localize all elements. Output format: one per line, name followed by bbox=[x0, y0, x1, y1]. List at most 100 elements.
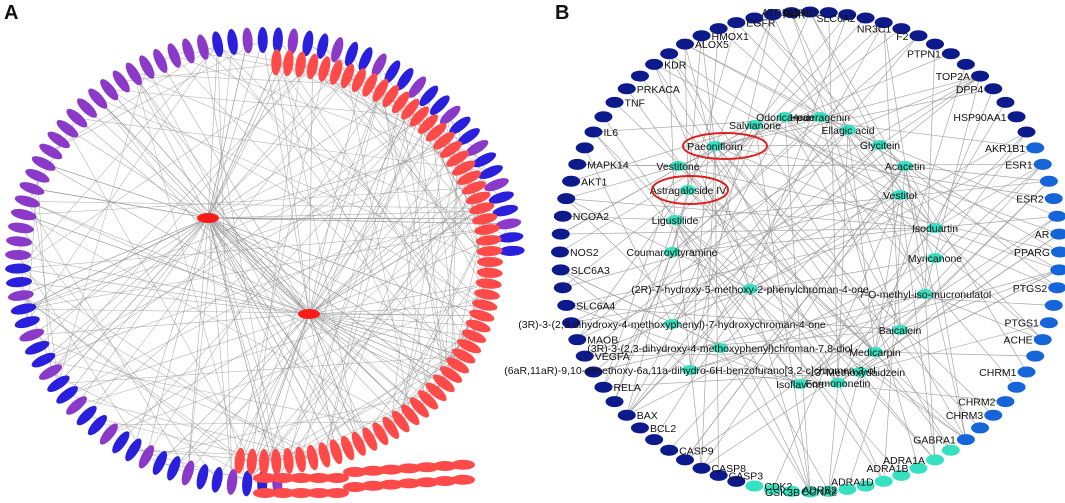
target-node bbox=[497, 232, 524, 243]
target-node bbox=[76, 405, 97, 426]
hub-edge bbox=[18, 268, 310, 315]
hub-edge bbox=[308, 313, 337, 452]
target-node bbox=[66, 396, 87, 415]
edge bbox=[874, 351, 952, 451]
target-node bbox=[605, 96, 624, 108]
target-label: NCOA2 bbox=[573, 211, 609, 223]
edge bbox=[577, 194, 901, 341]
edge bbox=[380, 414, 411, 434]
edge bbox=[754, 124, 811, 493]
compound-node bbox=[379, 479, 403, 490]
edge bbox=[784, 116, 967, 440]
compound-node bbox=[289, 488, 313, 498]
target-node bbox=[551, 246, 569, 258]
edge bbox=[874, 64, 967, 353]
compound-node bbox=[283, 50, 294, 77]
hub-edge bbox=[308, 197, 479, 315]
compound-node bbox=[469, 202, 495, 215]
hub-edge bbox=[207, 217, 360, 444]
target-node bbox=[31, 352, 56, 368]
edge bbox=[560, 227, 936, 235]
target-node bbox=[316, 33, 329, 59]
edge bbox=[934, 227, 1060, 271]
edge bbox=[653, 64, 861, 373]
edge bbox=[251, 184, 497, 462]
compound-node bbox=[475, 235, 502, 246]
edge bbox=[668, 53, 876, 353]
compound-node bbox=[318, 56, 331, 82]
target-label: PTGS2 bbox=[1013, 283, 1048, 295]
target-node bbox=[8, 222, 34, 234]
compound-node bbox=[477, 256, 503, 267]
edge bbox=[626, 288, 751, 416]
edge bbox=[749, 131, 1027, 290]
compound-node bbox=[361, 480, 385, 491]
edge bbox=[784, 116, 1060, 271]
edge bbox=[684, 44, 751, 290]
compound-node bbox=[306, 53, 319, 80]
target-node bbox=[226, 469, 238, 495]
target-node bbox=[617, 409, 636, 421]
target-node bbox=[1044, 193, 1063, 205]
edge bbox=[86, 116, 420, 416]
compound-node bbox=[433, 131, 455, 150]
target-node bbox=[782, 485, 801, 497]
edge bbox=[400, 115, 451, 422]
target-node bbox=[630, 70, 649, 82]
target-node bbox=[25, 168, 50, 183]
hub-edge bbox=[308, 313, 458, 366]
hub-edge bbox=[133, 73, 310, 315]
target-node bbox=[88, 88, 108, 109]
edge bbox=[689, 22, 884, 371]
hub-edge bbox=[207, 217, 470, 347]
target-node bbox=[287, 28, 299, 55]
hub-edge bbox=[67, 128, 209, 219]
edge bbox=[27, 201, 445, 384]
compound-node bbox=[461, 181, 487, 195]
target-node bbox=[819, 7, 838, 19]
target-node bbox=[345, 41, 359, 67]
target-node bbox=[408, 76, 427, 98]
edge bbox=[674, 219, 967, 440]
target-node bbox=[212, 31, 224, 57]
edge bbox=[133, 73, 248, 484]
edge bbox=[120, 116, 420, 443]
compound-node bbox=[329, 439, 343, 465]
compound-node bbox=[343, 482, 367, 492]
target-node bbox=[472, 152, 497, 168]
compound-node bbox=[664, 247, 680, 257]
target-node bbox=[892, 23, 911, 35]
target-node bbox=[562, 175, 581, 187]
edge bbox=[714, 145, 981, 429]
compound-node bbox=[307, 473, 331, 483]
compound-node bbox=[325, 488, 349, 498]
hub-edge bbox=[308, 313, 437, 393]
compound-node bbox=[446, 357, 470, 374]
edge bbox=[879, 75, 981, 146]
compound-node bbox=[271, 488, 295, 498]
target-label: AKR1B1 bbox=[985, 143, 1025, 155]
edge bbox=[626, 257, 936, 416]
compound-node bbox=[307, 488, 331, 498]
target-label: CHRM1 bbox=[979, 367, 1016, 379]
hub-node bbox=[197, 213, 219, 223]
compound-node bbox=[471, 299, 498, 311]
compound-node bbox=[474, 224, 500, 235]
target-node bbox=[645, 58, 664, 70]
edge bbox=[347, 75, 489, 284]
edge bbox=[626, 116, 786, 416]
edge bbox=[719, 347, 811, 493]
edge bbox=[246, 171, 492, 484]
compound-label: Odoricarpan bbox=[756, 112, 814, 124]
edge bbox=[217, 43, 458, 366]
target-node bbox=[838, 483, 857, 495]
hub-edge bbox=[58, 217, 209, 384]
target-node bbox=[926, 454, 944, 466]
target-node bbox=[396, 68, 414, 91]
target-node bbox=[1033, 334, 1052, 346]
compound-node bbox=[425, 122, 447, 142]
compound-node bbox=[318, 442, 331, 468]
edge bbox=[146, 66, 348, 449]
compound-node bbox=[417, 114, 439, 134]
edge bbox=[20, 227, 218, 480]
